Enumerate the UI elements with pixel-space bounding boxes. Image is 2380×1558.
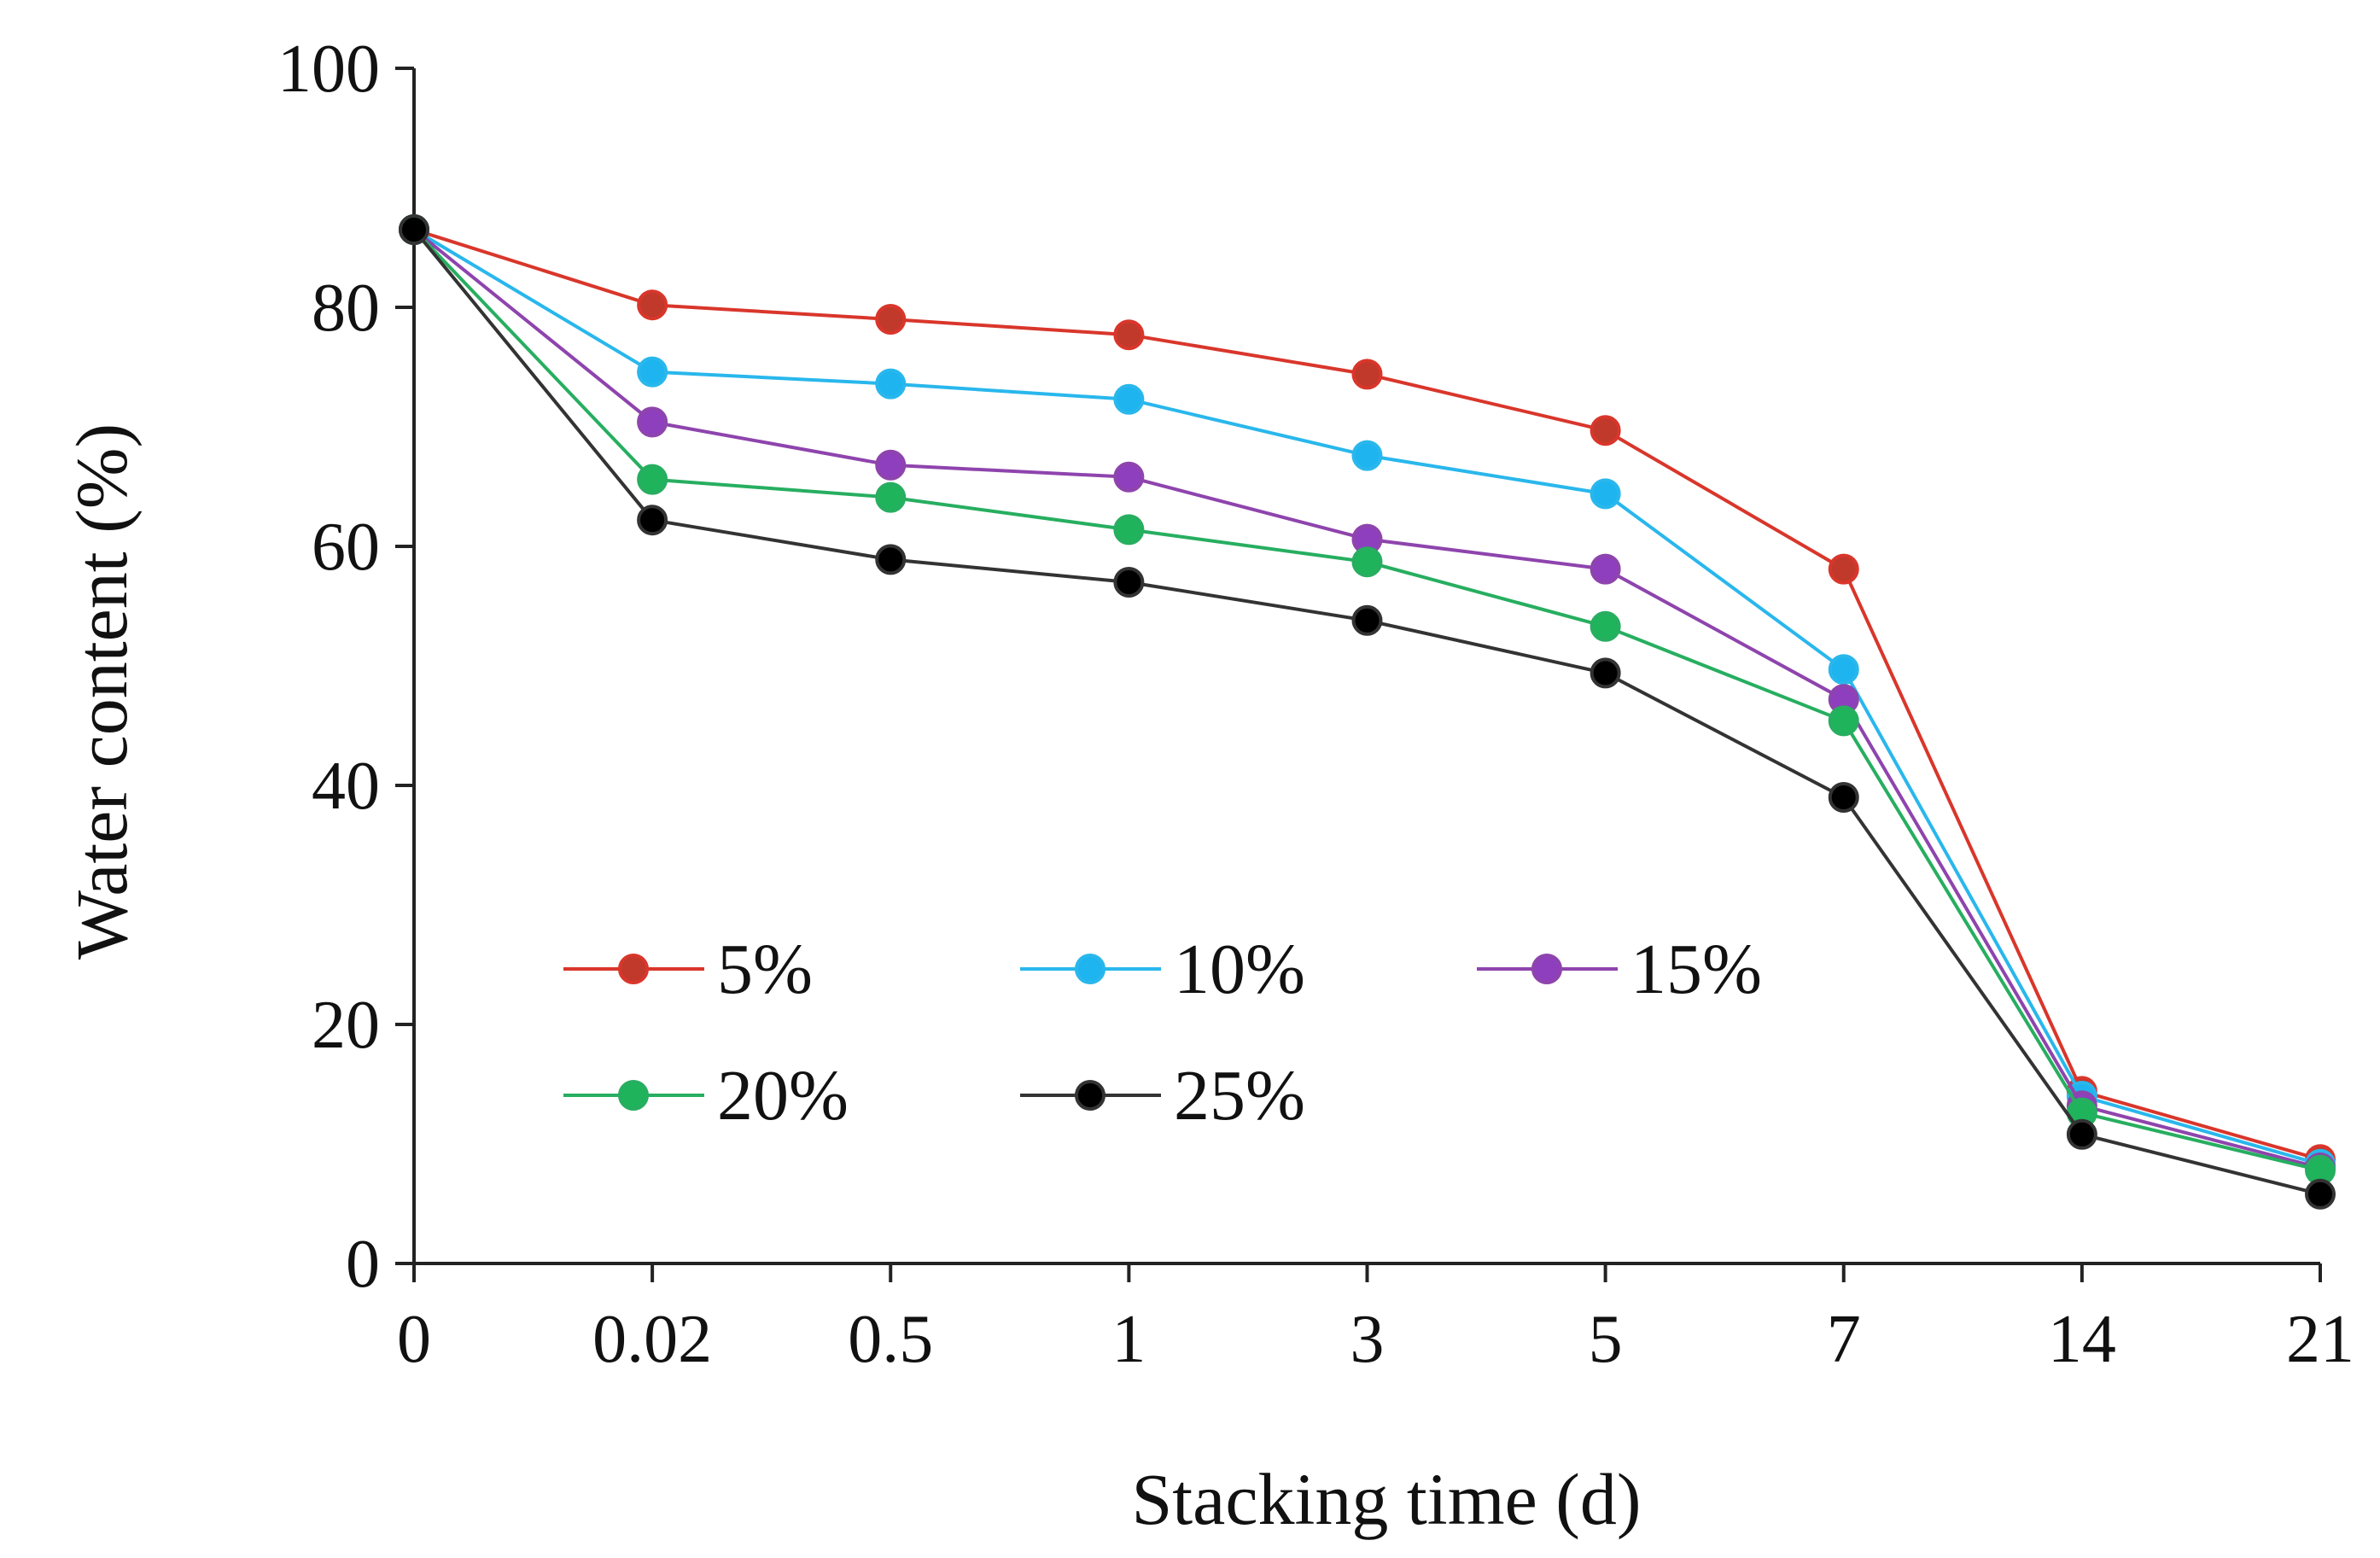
x-tick-label: 1	[1111, 1302, 1146, 1377]
data-point	[1590, 553, 1621, 585]
data-point	[1590, 415, 1621, 446]
data-point	[1828, 654, 1859, 686]
data-point	[1828, 705, 1859, 737]
y-tick-label: 0	[346, 1227, 380, 1302]
data-point	[875, 304, 907, 335]
data-point	[637, 505, 668, 536]
data-point	[1590, 657, 1621, 689]
legend-item: 5%	[563, 930, 813, 1009]
data-point	[1828, 782, 1859, 813]
y-tick-label: 20	[312, 988, 380, 1063]
x-axis-title: Stacking time (d)	[1131, 1458, 1641, 1540]
data-point	[1590, 610, 1621, 642]
legend: 5% 10% 15% 20% 25%	[563, 930, 1762, 1135]
x-tick-label: 21	[2286, 1302, 2354, 1377]
y-tick-label: 60	[312, 510, 380, 585]
data-point	[1351, 440, 1383, 471]
legend-marker	[618, 954, 649, 984]
data-point	[637, 356, 668, 388]
y-tick-label: 80	[312, 271, 380, 346]
legend-item: 10%	[1020, 930, 1305, 1009]
legend-marker	[1531, 954, 1562, 984]
legend-marker	[618, 1080, 649, 1111]
data-point	[875, 544, 907, 575]
legend-label: 15%	[1630, 930, 1762, 1009]
data-point	[875, 368, 907, 400]
data-point	[875, 449, 907, 481]
legend-marker	[1075, 954, 1105, 984]
data-point	[2066, 1118, 2097, 1150]
series-4	[399, 214, 2336, 1186]
legend-item: 15%	[1477, 930, 1762, 1009]
legend-label: 5%	[717, 930, 813, 1009]
legend-item: 20%	[563, 1056, 849, 1135]
y-tick-label: 40	[312, 749, 380, 824]
data-point	[2305, 1178, 2336, 1210]
legend-label: 10%	[1174, 930, 1305, 1009]
data-point	[1113, 461, 1145, 493]
legend-item: 25%	[1020, 1056, 1305, 1135]
data-point	[1351, 604, 1383, 636]
series-group	[399, 214, 2336, 1210]
y-tick-label: 100	[277, 32, 380, 107]
data-point	[637, 406, 668, 438]
data-point	[875, 481, 907, 513]
data-point	[399, 214, 429, 245]
x-tick-label: 5	[1589, 1302, 1623, 1377]
x-tick-label: 0.02	[592, 1302, 712, 1377]
x-tick-label: 7	[1827, 1302, 1861, 1377]
data-point	[1828, 553, 1859, 585]
axes: 0 20 40 60 80 100 0 0.02 0.5 1 3 5 7 14 21	[277, 32, 2354, 1377]
x-tick-label: 0	[397, 1302, 431, 1377]
legend-marker	[1075, 1080, 1105, 1111]
data-point	[1113, 383, 1145, 415]
data-point	[1351, 546, 1383, 578]
data-point	[1113, 567, 1145, 598]
data-point	[1113, 319, 1145, 351]
x-tick-label: 14	[2048, 1302, 2116, 1377]
legend-label: 20%	[717, 1056, 849, 1135]
data-point	[1113, 514, 1145, 546]
legend-label: 25%	[1174, 1056, 1305, 1135]
data-point	[1590, 478, 1621, 510]
data-point	[637, 464, 668, 495]
x-tick-label: 0.5	[848, 1302, 933, 1377]
x-tick-label: 3	[1350, 1302, 1385, 1377]
series-5	[399, 214, 2336, 1210]
data-point	[1351, 359, 1383, 390]
data-point	[637, 289, 668, 321]
y-axis-title: Water content (%)	[61, 423, 143, 960]
